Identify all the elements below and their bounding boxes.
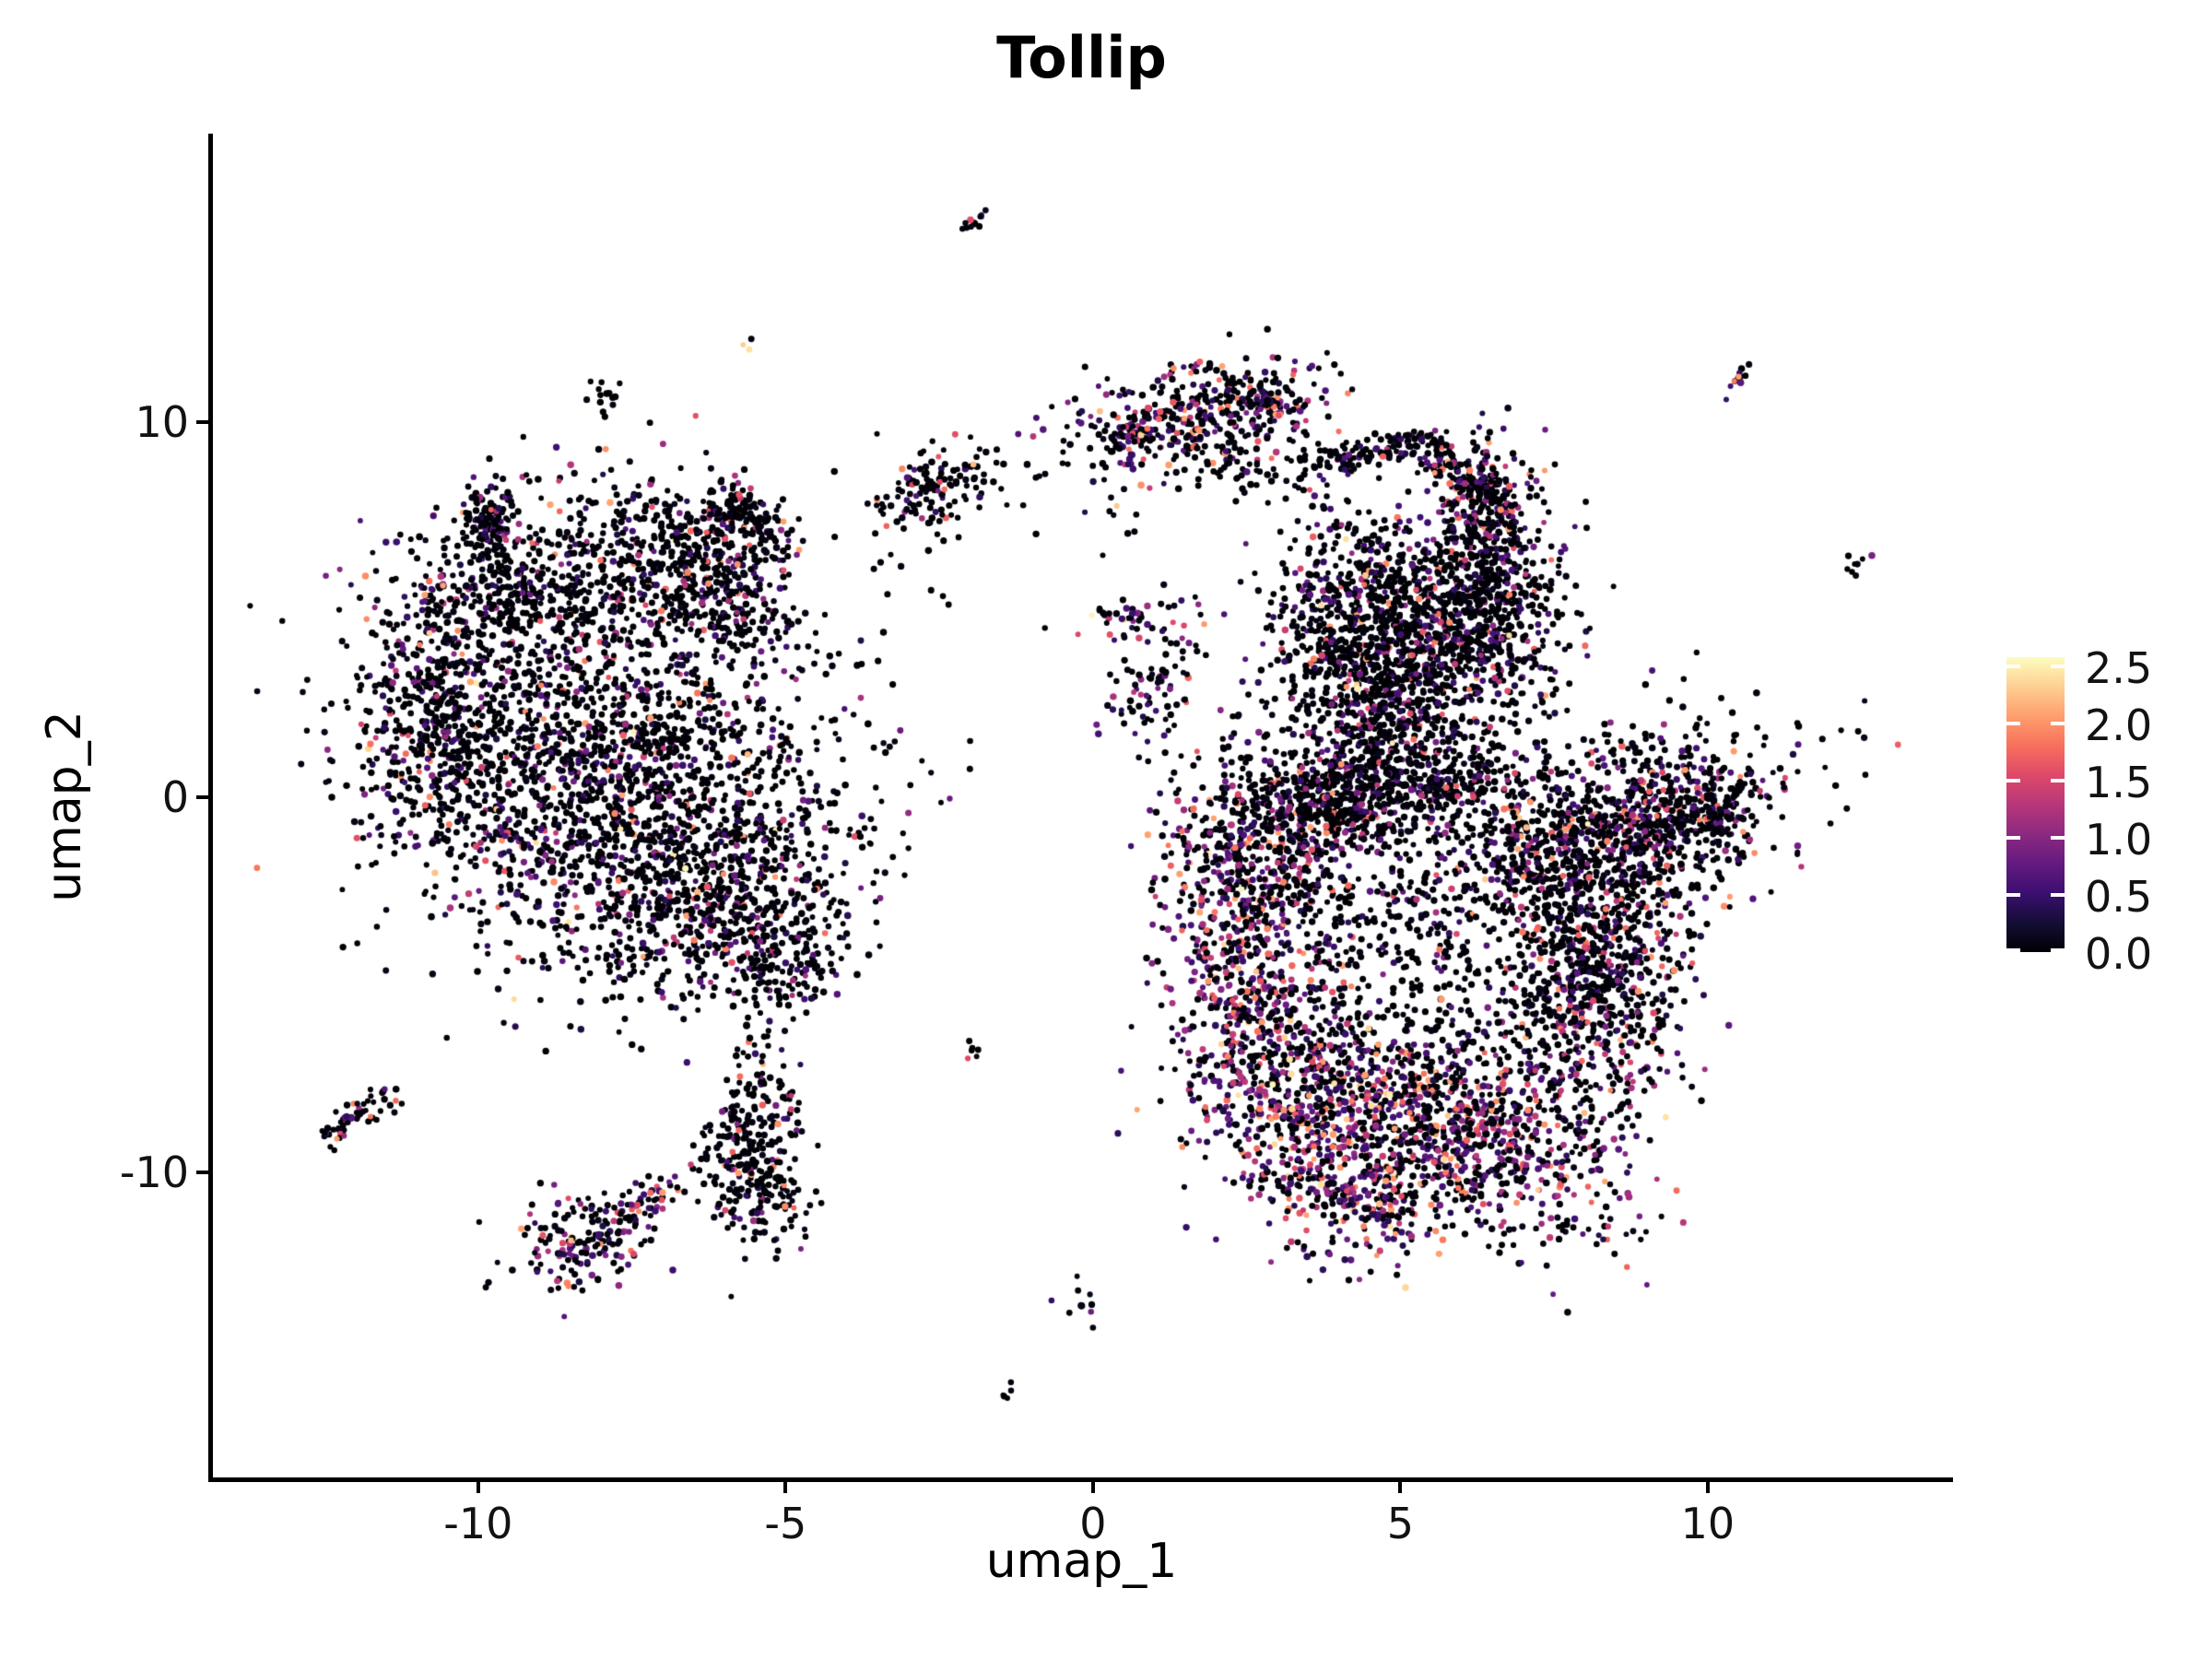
y-tick-label: 0 <box>161 772 189 823</box>
colorbar-tick-mark <box>2006 778 2020 782</box>
colorbar-tick-mark <box>2006 721 2020 725</box>
x-tick-mark <box>1705 1480 1710 1493</box>
colorbar-tick-mark <box>2051 835 2065 840</box>
x-tick-mark <box>1090 1480 1095 1493</box>
x-tick-mark <box>476 1480 480 1493</box>
x-tick-mark <box>783 1480 788 1493</box>
y-tick-mark <box>196 795 209 800</box>
colorbar-tick-label: 1.0 <box>2085 814 2153 865</box>
colorbar-tick-label: 0.0 <box>2085 929 2153 979</box>
x-tick-label: 0 <box>1079 1499 1107 1548</box>
x-tick-label: -5 <box>764 1499 807 1548</box>
colorbar-tick-mark <box>2051 948 2065 952</box>
x-axis-title: umap_1 <box>985 1534 1178 1589</box>
x-axis-line <box>208 1477 1953 1482</box>
colorbar-tick-mark <box>2006 664 2020 668</box>
colorbar-tick-mark <box>2006 892 2020 897</box>
x-tick-label: -10 <box>443 1499 513 1548</box>
colorbar-tick-mark <box>2006 948 2020 952</box>
expression-colorbar <box>2006 657 2065 952</box>
colorbar-tick-mark <box>2051 721 2065 725</box>
colorbar-tick-label: 2.0 <box>2085 700 2153 750</box>
x-tick-label: 5 <box>1386 1499 1414 1548</box>
colorbar-tick-mark <box>2006 835 2020 840</box>
plot-title: Tollip <box>996 24 1167 91</box>
colorbar-tick-mark <box>2051 664 2065 668</box>
colorbar-tick-label: 0.5 <box>2085 871 2153 922</box>
y-axis-line <box>208 134 213 1479</box>
colorbar-tick-label: 1.5 <box>2085 757 2153 807</box>
y-tick-label: -10 <box>119 1147 189 1198</box>
y-tick-mark <box>196 1171 209 1175</box>
colorbar-tick-mark <box>2051 892 2065 897</box>
x-tick-mark <box>1398 1480 1403 1493</box>
colorbar-tick-mark <box>2051 778 2065 782</box>
y-tick-mark <box>196 419 209 424</box>
y-tick-label: 10 <box>135 396 189 447</box>
x-tick-label: 10 <box>1680 1499 1735 1548</box>
colorbar-tick-label: 2.5 <box>2085 642 2153 693</box>
